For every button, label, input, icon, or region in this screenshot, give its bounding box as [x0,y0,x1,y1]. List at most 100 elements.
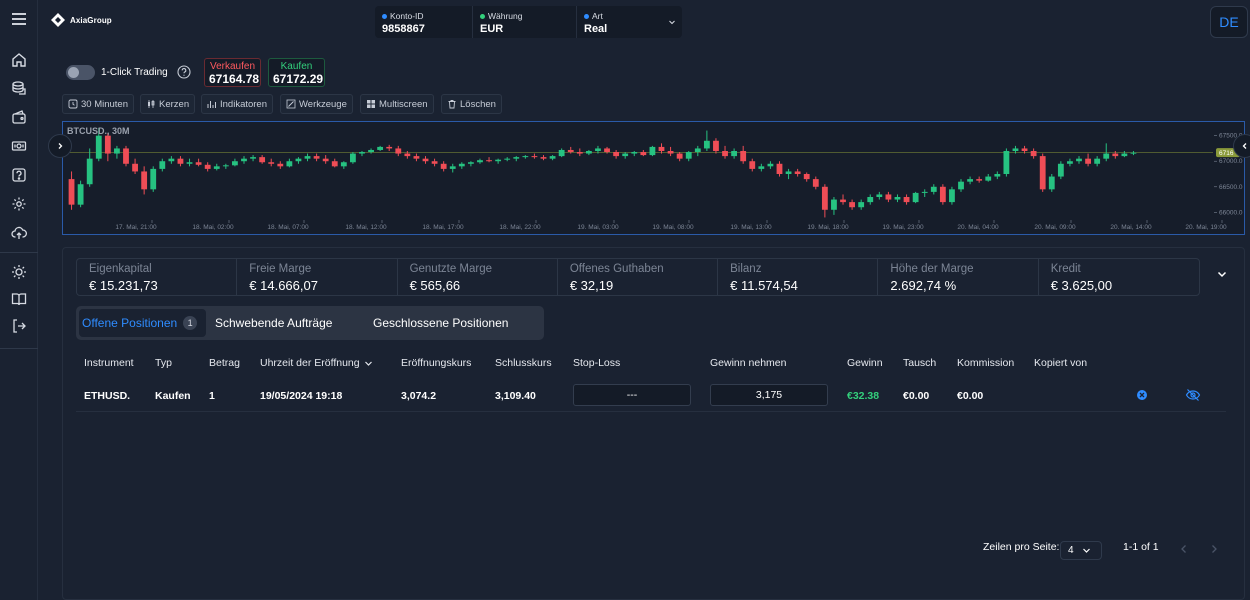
candle-body [703,140,710,149]
candle-body [812,179,819,187]
wallet-icon[interactable] [9,107,29,127]
book-icon[interactable] [9,289,29,309]
one-click-toggle[interactable] [66,65,95,80]
col-copied-from: Kopiert von [1034,357,1088,369]
question-circle-icon[interactable] [177,65,191,79]
candle-body [567,149,574,153]
col-commission: Kommission [957,357,1015,369]
candle-body [967,179,973,182]
col-open-time[interactable]: Uhrzeit der Eröffnung [260,357,373,369]
account-type-select[interactable]: Art Real [577,6,682,38]
stat-value: € 565,66 [409,278,461,293]
account-id-cell: Konto-ID 9858867 [375,6,473,38]
language-selector[interactable]: DE [1210,6,1248,38]
logout-icon[interactable] [9,316,29,336]
candle-body [803,174,810,180]
take-profit-input[interactable]: 3,175 [710,384,828,406]
candle-body [513,157,520,159]
chart-left-toggle[interactable] [48,134,72,158]
candle-body [985,176,992,181]
candle-body [331,161,338,167]
rows-per-page-select[interactable]: 4 [1060,541,1102,560]
candle-body [1039,156,1046,190]
x-tick-label: 19. Mai, 18:00 [807,224,849,231]
candle-body [1121,153,1128,157]
account-stats: Eigenkapital € 15.231,73 Freie Marge € 14.… [76,258,1200,296]
tab-label: Schwebende Aufträge [215,316,333,330]
candle-body [104,135,111,154]
close-position-icon[interactable] [1135,388,1149,402]
candle-body [649,146,656,156]
candle-body [404,153,411,157]
tab-closed-positions[interactable]: Geschlossene Positionen [373,309,508,337]
stat-credit: Kredit € 3.625,00 [1039,259,1199,295]
cash-icon[interactable] [9,136,29,156]
candles-button[interactable]: Kerzen [140,94,196,114]
stop-loss-input[interactable]: --- [573,384,691,406]
cell-commission: €0.00 [957,390,984,402]
candle-body [295,158,302,162]
col-open-price: Eröffnungskurs [401,357,472,369]
candle-body [1067,161,1073,164]
candle-body [232,161,238,166]
tab-open-positions[interactable]: Offene Positionen 1 [79,309,206,337]
home-icon[interactable] [9,50,29,70]
tab-pending-orders[interactable]: Schwebende Aufträge [215,309,332,337]
tab-label: Offene Positionen [82,316,178,330]
candle-body [313,156,320,159]
candle-body [114,148,120,154]
multiscreen-button[interactable]: Multiscreen [360,94,434,114]
x-tick-label: 18. Mai, 02:00 [192,224,234,231]
table-row[interactable]: ETHUSD. Kaufen 1 19/05/2024 19:18 3,074.… [76,378,1226,412]
candle-body [939,186,946,203]
buy-button[interactable]: Kaufen 67172.29 [268,58,325,87]
sun-icon[interactable] [9,262,29,282]
price-chart[interactable]: 17. Mai, 21:00 18. Mai, 02:00 18. Mai, 07:… [62,121,1245,235]
toggle-knob [68,67,79,78]
timeframe-button[interactable]: 30 Minuten [62,94,135,114]
next-page-icon[interactable] [1209,544,1219,554]
delete-button[interactable]: Löschen [441,94,502,114]
candle-body [885,194,892,200]
candle-body [141,171,148,190]
x-tick-label: 19. Mai, 13:00 [730,224,772,231]
candle-body [322,158,329,162]
coins-icon[interactable] [9,78,29,98]
chart-right-toggle[interactable] [1233,134,1250,158]
stat-label: Höhe der Marge [890,263,974,275]
sell-button[interactable]: Verkaufen 67164.78 [204,58,261,87]
candles-label: Kerzen [159,98,190,110]
draw-tool-icon [286,99,296,109]
cell-close-price: 3,109.40 [495,390,536,402]
sell-label: Verkaufen [209,61,256,72]
candle-body [776,163,783,174]
brand-logo[interactable]: AxiaGroup [50,12,112,28]
table-header: Instrument Typ Betrag Uhrzeit der Eröffn… [76,351,1226,375]
candle-body [422,158,429,162]
currency-cell: Währung EUR [473,6,577,38]
tools-button[interactable]: Werkzeuge [280,94,353,114]
currency-label: Währung [488,11,523,21]
candle-body [1103,153,1110,159]
indicators-button[interactable]: Indikatoren [201,94,274,114]
x-tick-label: 19. Mai, 03:00 [577,224,619,231]
eye-off-icon[interactable] [1185,388,1201,402]
candle-body [976,179,983,181]
candle-body [604,148,610,153]
chevron-down-icon[interactable] [1216,268,1228,280]
help-icon[interactable] [9,165,29,185]
cell-open-time: 19/05/2024 19:18 [260,390,343,402]
candle-body [186,162,193,164]
prev-page-icon[interactable] [1179,544,1189,554]
stat-value: 2.692,74 % [890,278,957,293]
stat-margin-level: Höhe der Marge 2.692,74 % [878,259,1039,295]
menu-icon[interactable] [9,9,29,29]
cell-profit: €32.38 [847,390,880,402]
cloud-upload-icon[interactable] [9,223,29,243]
chevron-down-icon [669,20,675,25]
col-swap: Tausch [903,357,937,369]
sell-price: 67164.78 [209,72,260,86]
gear-icon[interactable] [9,194,29,214]
candle-body [831,199,837,210]
candle-body [676,153,683,159]
